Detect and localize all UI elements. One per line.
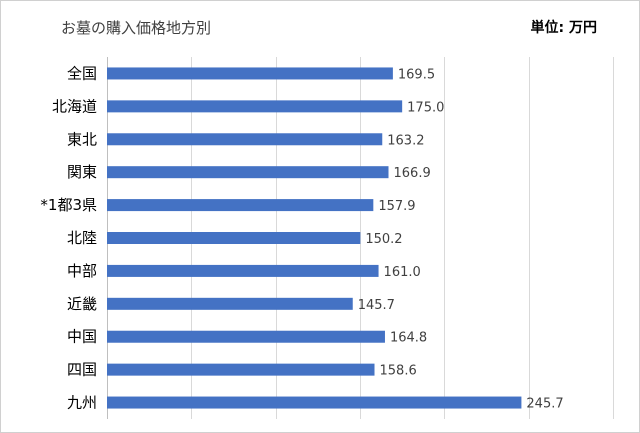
bar [107, 330, 385, 343]
data-label: 175.0 [407, 100, 444, 115]
data-label: 166.9 [394, 166, 431, 181]
category-label: *1都3県 [40, 196, 97, 214]
data-label: 245.7 [526, 397, 563, 412]
category-label: 全国 [67, 64, 97, 82]
bar [107, 67, 393, 80]
data-label: 164.8 [390, 331, 427, 346]
category-label: 四国 [67, 361, 97, 379]
data-label: 169.5 [398, 67, 435, 82]
bar [107, 264, 379, 277]
category-label: 北陸 [67, 229, 97, 247]
data-label: 145.7 [358, 298, 395, 313]
data-label: 158.6 [380, 364, 417, 379]
bar [107, 166, 389, 179]
bar [107, 133, 383, 146]
category-label: 近畿 [67, 295, 97, 313]
chart-title: お墓の購入価格地方別 [61, 19, 212, 37]
bar [107, 100, 403, 113]
bar [107, 363, 375, 376]
bar [107, 199, 374, 212]
category-label: 九州 [67, 394, 97, 412]
category-label: 東北 [67, 130, 97, 148]
bar [107, 396, 522, 409]
unit-label: 単位: 万円 [530, 20, 597, 36]
data-label: 157.9 [378, 199, 415, 214]
category-label: 中部 [67, 262, 97, 280]
bar [107, 297, 353, 310]
bar [107, 232, 361, 244]
category-label: 北海道 [52, 97, 97, 115]
data-label: 150.2 [365, 232, 402, 247]
data-label: 163.2 [387, 133, 424, 148]
category-label: 中国 [67, 328, 97, 346]
data-label: 161.0 [384, 265, 421, 280]
category-label: 関東 [67, 163, 97, 181]
